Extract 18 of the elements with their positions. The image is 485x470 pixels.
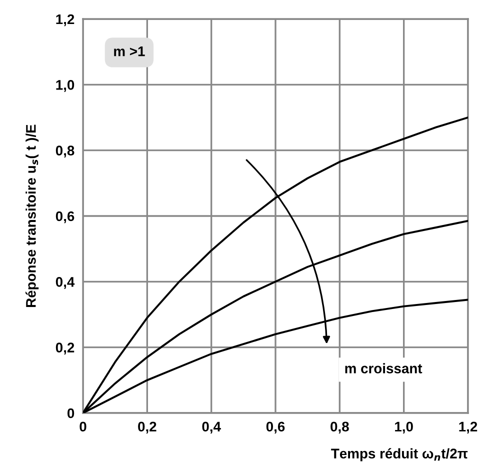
y-tick-label: 0,2	[56, 342, 74, 355]
y-tick-label: 0	[67, 408, 74, 418]
x-tick-label: 1,2	[459, 422, 478, 434]
x-tick-label: 1,0	[395, 422, 413, 434]
x-tick-label: 0,6	[266, 422, 285, 434]
y-tick-label: 1,0	[56, 80, 74, 92]
x-tick-label: 0,2	[138, 422, 156, 434]
y-tick-label: 0,4	[56, 277, 75, 289]
x-tick-label: 0	[80, 422, 86, 432]
annotation: m >1	[114, 46, 145, 56]
x-axis-title: Temps réduit ω$_{n}$t/2π	[331, 448, 468, 462]
y-tick-label: 0,6	[56, 211, 74, 224]
y-tick-label: 1,2	[56, 14, 74, 26]
x-tick-label: 0,4	[202, 422, 221, 434]
y-axis-title: Réponse transitoire u$_{s}$( t )/E	[26, 124, 39, 308]
annotation: m croissant	[345, 363, 422, 374]
y-tick-label: 0,8	[56, 146, 74, 158]
x-tick-label: 0,8	[330, 422, 349, 434]
